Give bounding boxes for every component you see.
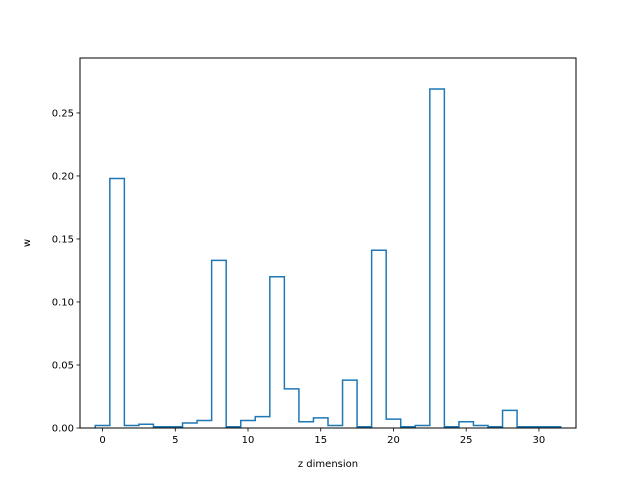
- y-tick-label: 0.05: [52, 360, 74, 371]
- bar-28: [503, 410, 518, 428]
- x-axis-label: z dimension: [298, 459, 358, 470]
- x-axis: 0 5 10 15 20 25 30: [99, 428, 545, 446]
- bar-20: [386, 419, 401, 428]
- bar-25: [459, 422, 474, 428]
- y-tick-label: 0.10: [52, 297, 74, 308]
- bar-19: [372, 250, 387, 428]
- bar-10: [241, 420, 256, 428]
- y-tick-label: 0.25: [52, 108, 74, 119]
- series-outline: [94, 88, 562, 428]
- bar-7: [197, 420, 212, 428]
- y-tick-label: 0.15: [52, 234, 74, 245]
- bar-17: [343, 380, 358, 428]
- x-tick-label: 25: [460, 435, 473, 446]
- bar-23: [430, 89, 445, 428]
- bar-11: [255, 417, 270, 428]
- y-axis-label: w: [22, 239, 33, 247]
- plot-frame: [79, 57, 577, 429]
- bar-8: [212, 260, 227, 428]
- bar-14: [299, 422, 314, 428]
- bar-15: [313, 418, 328, 428]
- y-axis: 0.00 0.05 0.10 0.15 0.20 0.25: [52, 108, 80, 435]
- bar-3: [139, 424, 154, 428]
- series-w: [94, 88, 562, 428]
- x-tick-label: 30: [533, 435, 546, 446]
- bar-13: [284, 389, 299, 428]
- x-tick-label: 0: [99, 435, 105, 446]
- x-tick-label: 20: [387, 435, 400, 446]
- y-tick-label: 0.20: [52, 171, 74, 182]
- x-tick-label: 15: [314, 435, 327, 446]
- x-tick-label: 5: [172, 435, 178, 446]
- y-tick-label: 0.00: [52, 424, 74, 435]
- bar-12: [270, 277, 285, 428]
- bar-6: [183, 423, 198, 428]
- x-tick-label: 10: [242, 435, 255, 446]
- bar-1: [110, 178, 125, 428]
